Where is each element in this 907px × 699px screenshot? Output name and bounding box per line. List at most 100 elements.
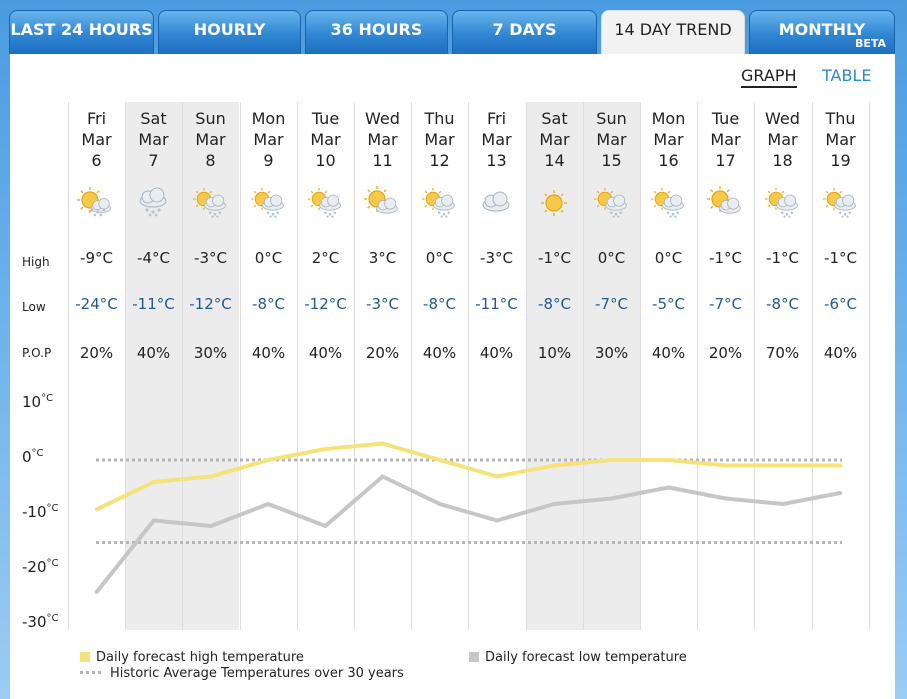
- tab-last-24-hours[interactable]: LAST 24 HOURS: [9, 10, 154, 54]
- high-temp-value: -3°C: [480, 249, 513, 267]
- y-tick-value: -30: [22, 613, 47, 631]
- day-of-week: Tue: [711, 109, 740, 128]
- day-header: Sat Mar 14: [526, 108, 583, 171]
- low-temp-point: [609, 496, 614, 501]
- day-header: Mon Mar 16: [640, 108, 697, 171]
- day-month: Mar: [195, 130, 226, 149]
- sun-cloud-snow-icon: [754, 186, 811, 220]
- pop-value: 40%: [823, 344, 858, 362]
- pop-row-label: P.O.P: [22, 346, 52, 360]
- day-date: 17: [715, 151, 736, 170]
- high-temp-point: [666, 458, 671, 462]
- legend-low-label: Daily forecast low temperature: [485, 650, 687, 665]
- tab-monthly[interactable]: MONTHLY BETA: [749, 10, 895, 54]
- day-date: 12: [429, 151, 450, 170]
- legend-low: Daily forecast low temperature: [469, 650, 687, 665]
- column-divider: [754, 102, 755, 630]
- high-temp-value: 0°C: [254, 249, 283, 267]
- pop-value: 10%: [537, 344, 572, 362]
- day-header: Wed Mar 18: [754, 108, 811, 171]
- pop-value: 70%: [765, 344, 800, 362]
- legend-high-label: Daily forecast high temperature: [96, 650, 304, 665]
- tab-7-days[interactable]: 7 DAYS: [452, 10, 597, 54]
- low-temp-value: -11°C: [132, 295, 175, 313]
- day-of-week: Thu: [825, 109, 856, 128]
- sun-cloud-snow-icon: [411, 186, 468, 220]
- pop-value: 30%: [193, 344, 228, 362]
- tab-14-day-trend[interactable]: 14 DAY TREND: [601, 10, 745, 54]
- pop-value: 40%: [308, 344, 343, 362]
- high-temp-point: [94, 507, 99, 512]
- day-month: Mar: [767, 130, 798, 149]
- cloud-snow-icon: [125, 186, 182, 220]
- column-divider: [583, 102, 584, 630]
- column-divider: [240, 102, 241, 630]
- low-temp-point: [437, 502, 442, 506]
- high-temp-value: -1°C: [709, 249, 742, 267]
- day-of-week: Thu: [424, 109, 455, 128]
- day-header: Tue Mar 10: [297, 108, 354, 171]
- y-tick-label: 10°C: [22, 393, 62, 411]
- day-month: Mar: [481, 130, 512, 149]
- day-month: Mar: [81, 130, 112, 149]
- sun-cloud-icon: [697, 186, 754, 220]
- day-date: 19: [830, 151, 851, 170]
- graph-view-link[interactable]: GRAPH: [741, 66, 797, 88]
- day-header: Fri Mar 13: [468, 108, 525, 171]
- y-tick-label: 0°C: [22, 448, 62, 466]
- y-tick-label: -30°C: [22, 613, 62, 631]
- day-of-week: Sat: [140, 109, 167, 128]
- day-of-week: Sun: [596, 109, 627, 128]
- day-month: Mar: [310, 130, 341, 149]
- low-temp-point: [323, 524, 328, 528]
- column-divider: [297, 102, 298, 630]
- low-temp-value: -7°C: [709, 295, 742, 313]
- day-header: Tue Mar 17: [697, 108, 754, 171]
- day-date: 16: [658, 151, 679, 170]
- day-header: Sat Mar 7: [125, 108, 182, 171]
- day-of-week: Sun: [195, 109, 226, 128]
- column-divider: [125, 102, 126, 630]
- tab-36-hours[interactable]: 36 HOURS: [305, 10, 448, 54]
- high-temp-value: 2°C: [311, 249, 340, 267]
- column-divider: [411, 102, 412, 630]
- day-date: 15: [601, 151, 622, 170]
- day-month: Mar: [653, 130, 684, 149]
- legend-historic-label: Historic Average Temperatures over 30 ye…: [110, 666, 404, 681]
- day-header: Sun Mar 15: [583, 108, 640, 171]
- high-temp-value: -1°C: [538, 249, 571, 267]
- low-temp-series-line: [95, 474, 841, 594]
- day-of-week: Wed: [765, 109, 800, 128]
- day-date: 11: [372, 151, 393, 170]
- tab-hourly[interactable]: HOURLY: [158, 10, 301, 54]
- column-divider: [526, 102, 527, 630]
- table-view-link[interactable]: TABLE: [822, 66, 872, 85]
- day-date: 6: [91, 151, 102, 170]
- legend-low-swatch: [469, 652, 479, 662]
- high-temp-point: [838, 463, 843, 468]
- low-temp-point: [495, 518, 499, 523]
- day-header: Mon Mar 9: [240, 108, 297, 171]
- day-date: 8: [205, 151, 216, 170]
- y-tick-unit: °C: [46, 613, 59, 624]
- day-month: Mar: [253, 130, 284, 149]
- y-tick-unit: °C: [46, 503, 59, 514]
- low-row-label: Low: [22, 300, 46, 314]
- legend-high: Daily forecast high temperature: [80, 650, 304, 665]
- low-temp-point: [838, 491, 843, 495]
- sun-cloud-snow-icon: [297, 186, 354, 220]
- low-temp-point: [209, 524, 213, 528]
- day-of-week: Fri: [486, 109, 507, 128]
- low-temp-value: -8°C: [538, 295, 571, 313]
- low-temp-value: -12°C: [189, 295, 232, 313]
- low-temp-value: -6°C: [824, 295, 857, 313]
- high-temp-point: [437, 458, 442, 462]
- day-month: Mar: [539, 130, 570, 149]
- legend-historic-swatch: [80, 671, 102, 674]
- tab-bar: LAST 24 HOURS HOURLY 36 HOURS 7 DAYS 14 …: [0, 0, 907, 54]
- day-month: Mar: [596, 130, 627, 149]
- day-date: 13: [486, 151, 507, 170]
- y-tick-value: 0: [22, 448, 32, 466]
- day-of-week: Tue: [311, 109, 340, 128]
